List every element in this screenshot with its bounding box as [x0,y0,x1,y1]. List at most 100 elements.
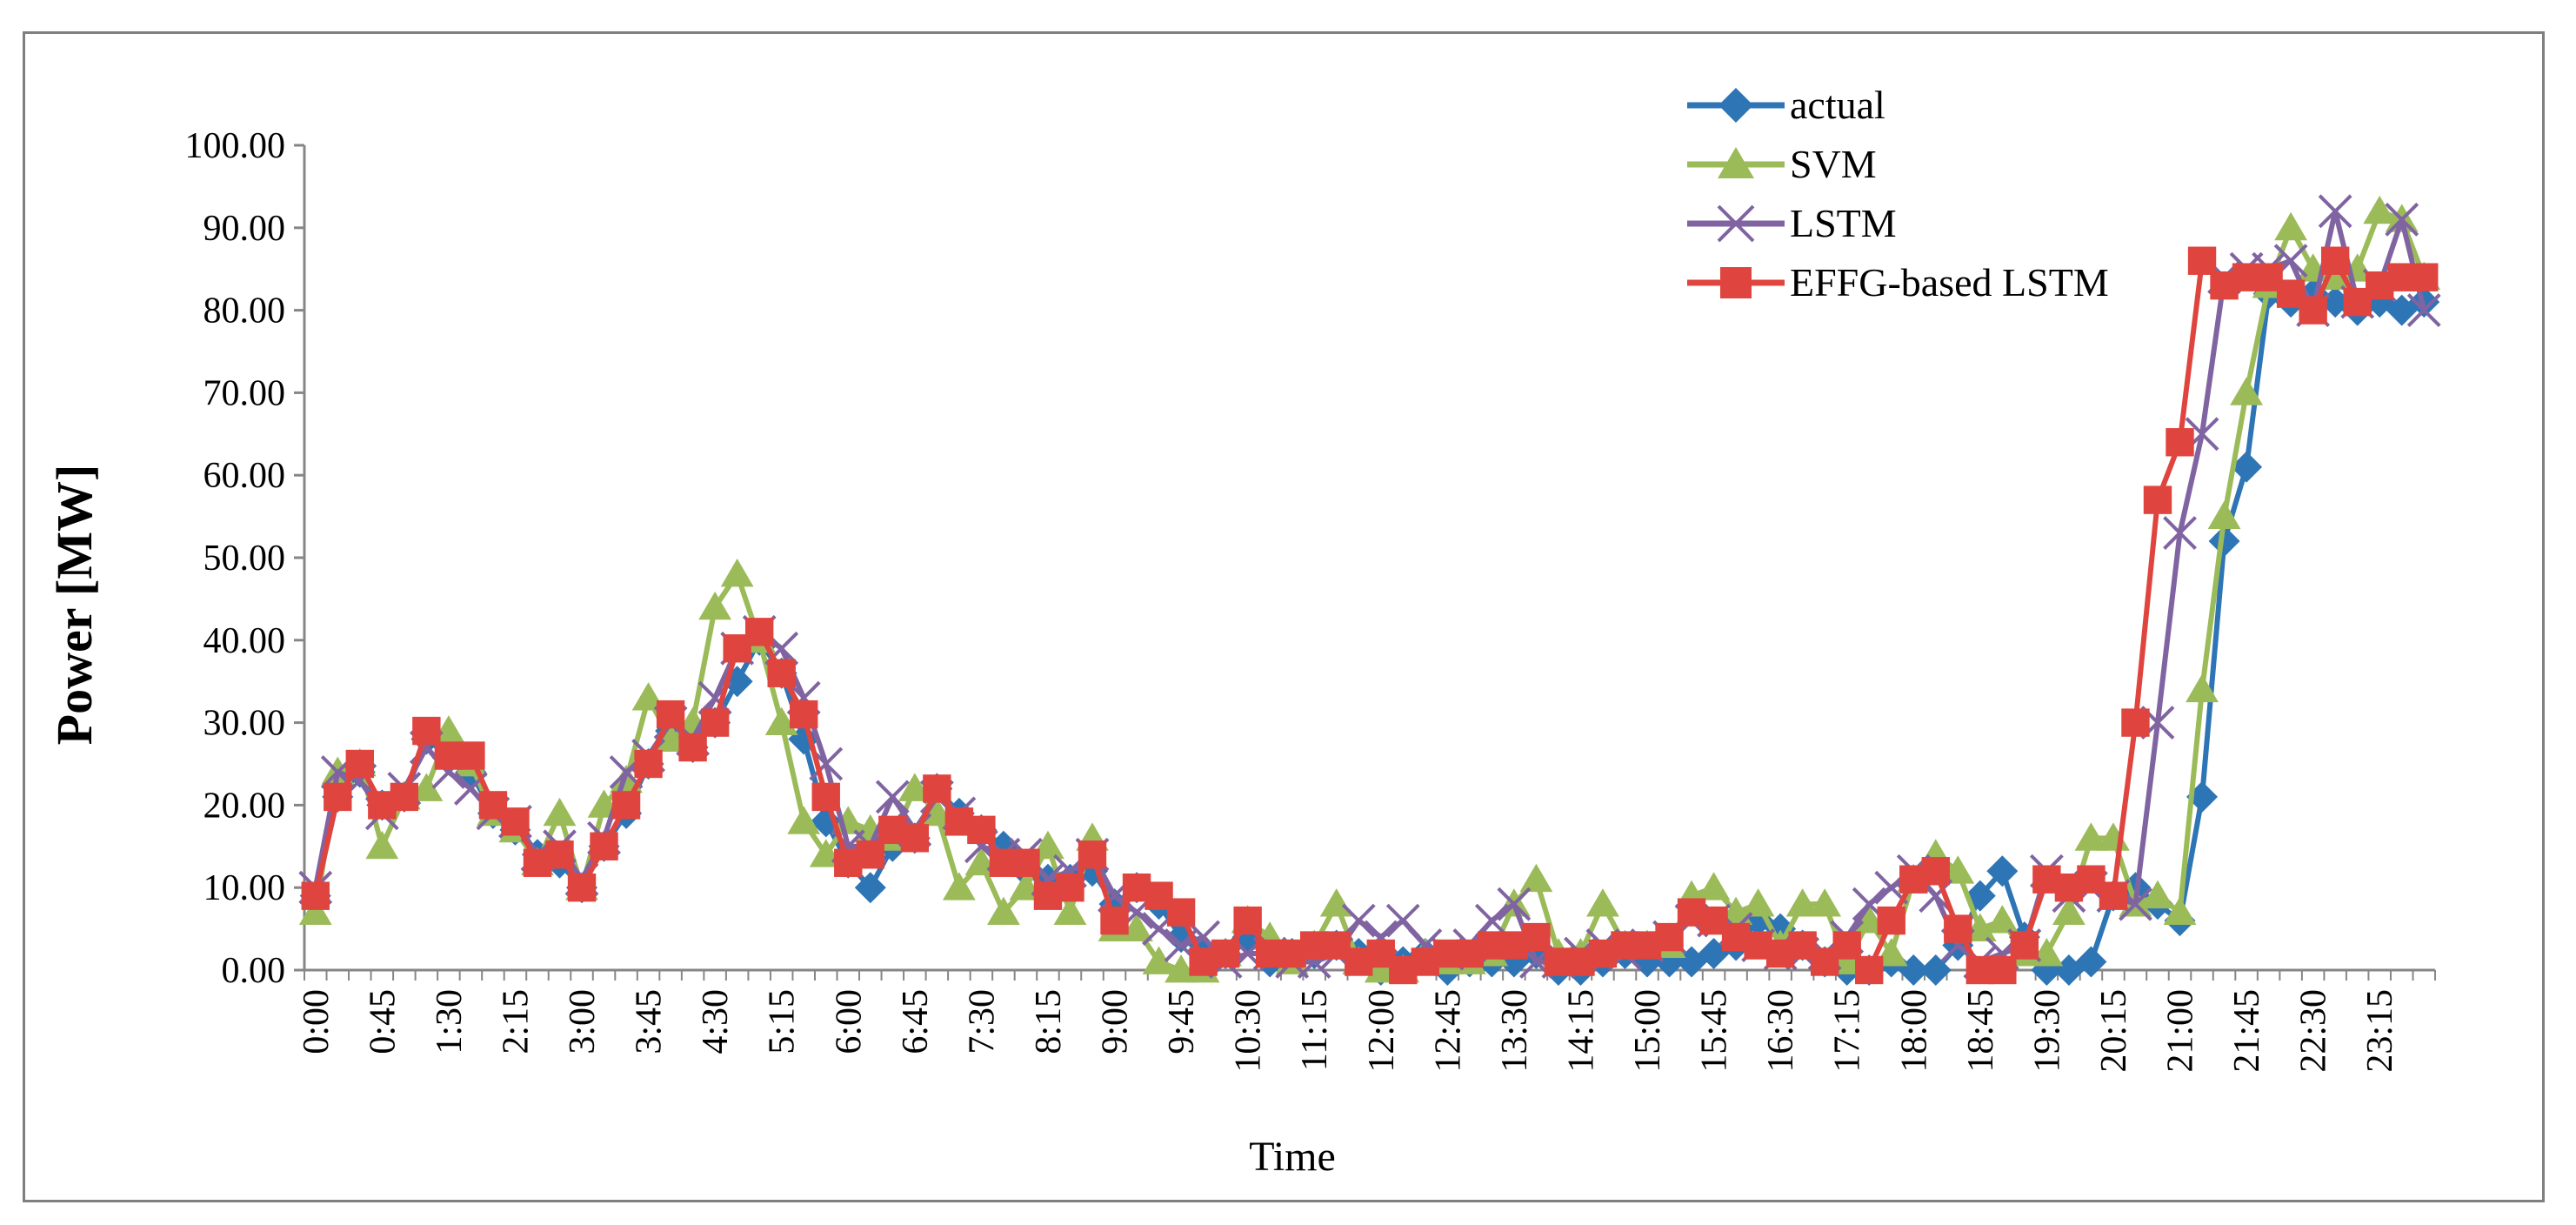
data-point [967,815,996,845]
x-tick-label: 3:00 [563,989,603,1054]
data-point [390,782,419,812]
data-point [1919,954,1952,986]
data-point [1011,848,1040,877]
x-axis-title: Time [1249,1134,1336,1180]
data-point [2052,896,2085,926]
chart-frame [23,31,2545,1202]
data-point [543,797,577,827]
data-point [457,741,485,770]
x-tick-label: 0:45 [363,989,403,1054]
legend-label: actual [1790,83,1885,127]
data-point [2143,485,2172,514]
legend-marker [1718,88,1753,123]
x-tick-label: 1:30 [430,989,470,1054]
data-point [1855,955,1884,985]
x-tick-label: 15:00 [1628,989,1668,1073]
data-point [1166,898,1196,927]
data-point [1474,903,1509,938]
legend-item: LSTM [1687,201,1897,245]
data-point [2299,296,2327,325]
data-point [2363,195,2397,224]
data-point [1522,922,1551,952]
data-point [301,881,330,910]
legend-item: EFFG-based LSTM [1687,260,2109,305]
data-point [1211,939,1240,968]
data-point [567,874,597,902]
x-tick-label: 9:45 [1162,989,1202,1054]
data-point [875,780,910,814]
x-tick-label: 21:45 [2227,989,2267,1073]
y-tick-label: 70.00 [204,373,286,413]
y-tick-label: 60.00 [204,456,286,496]
legend-item: actual [1687,83,1885,127]
x-tick-label: 4:30 [696,989,736,1054]
x-tick-label: 9:00 [1096,989,1136,1054]
legend-item: SVM [1687,142,1877,186]
series-line [312,258,2425,973]
data-point [2410,263,2439,291]
legend-marker [1720,267,1752,298]
series-line [312,208,2427,973]
x-tick-label: 23:15 [2360,989,2400,1073]
x-tick-label: 14:15 [1561,989,1601,1073]
x-tick-label: 11:15 [1295,989,1335,1071]
data-point [900,824,930,853]
x-axis: 0:00 0:45 1:30 2:15 3:00 3:45 4:30 5:15 6:00 6:45… [297,968,2436,1073]
x-tick-label: 18:45 [1961,989,2001,1073]
x-tick-label: 10:30 [1229,989,1269,1073]
data-point [2163,516,2197,550]
data-point [2207,500,2241,529]
data-point [2208,525,2240,558]
data-point [700,708,730,737]
data-point [790,700,818,729]
data-point [1785,888,1819,917]
y-tick-label: 10.00 [204,868,286,908]
series-effg-based-lstm [301,246,2439,985]
x-tick-label: 15:45 [1695,989,1735,1073]
x-tick-label: 12:00 [1362,989,1402,1073]
data-point [720,558,754,587]
data-point [2099,881,2128,910]
data-point [831,806,865,834]
data-point [545,840,574,869]
x-tick-label: 16:30 [1761,989,1801,1073]
data-point [1586,888,1619,917]
data-point [1078,840,1107,869]
data-point [1341,903,1376,938]
data-point [1832,931,1861,960]
data-point [767,659,796,687]
data-point [2166,428,2194,457]
data-point [744,618,774,646]
data-point [2010,931,2039,960]
data-point [298,896,332,926]
y-tick-label: 50.00 [204,539,286,579]
legend-label: LSTM [1790,201,1897,245]
data-point [2320,246,2350,275]
data-point [787,806,821,834]
data-point [856,840,884,869]
x-tick-label: 7:30 [962,989,1002,1054]
data-point [1100,906,1129,935]
x-tick-label: 21:00 [2161,989,2201,1073]
data-point [1877,906,1905,935]
data-point [1519,863,1553,893]
data-point [1808,888,1842,917]
data-point [1233,906,1262,935]
data-point [1319,888,1353,917]
data-point [1056,874,1084,902]
y-tick-label: 90.00 [204,209,286,249]
x-tick-label: 8:15 [1029,989,1069,1054]
data-point [1988,955,2017,985]
data-point [2121,708,2150,737]
x-tick-label: 22:30 [2294,989,2334,1073]
data-point [634,749,663,779]
data-point [345,749,375,779]
legend-label: EFFG-based LSTM [1790,260,2109,305]
y-tick-label: 20.00 [204,786,286,826]
data-point [365,830,399,860]
legend: actual SVM LSTM EFFG-based LSTM [1687,83,2109,305]
x-tick-label: 5:15 [763,989,803,1054]
data-point [854,872,886,904]
x-tick-label: 17:15 [1828,989,1868,1073]
series-layer [298,194,2441,986]
